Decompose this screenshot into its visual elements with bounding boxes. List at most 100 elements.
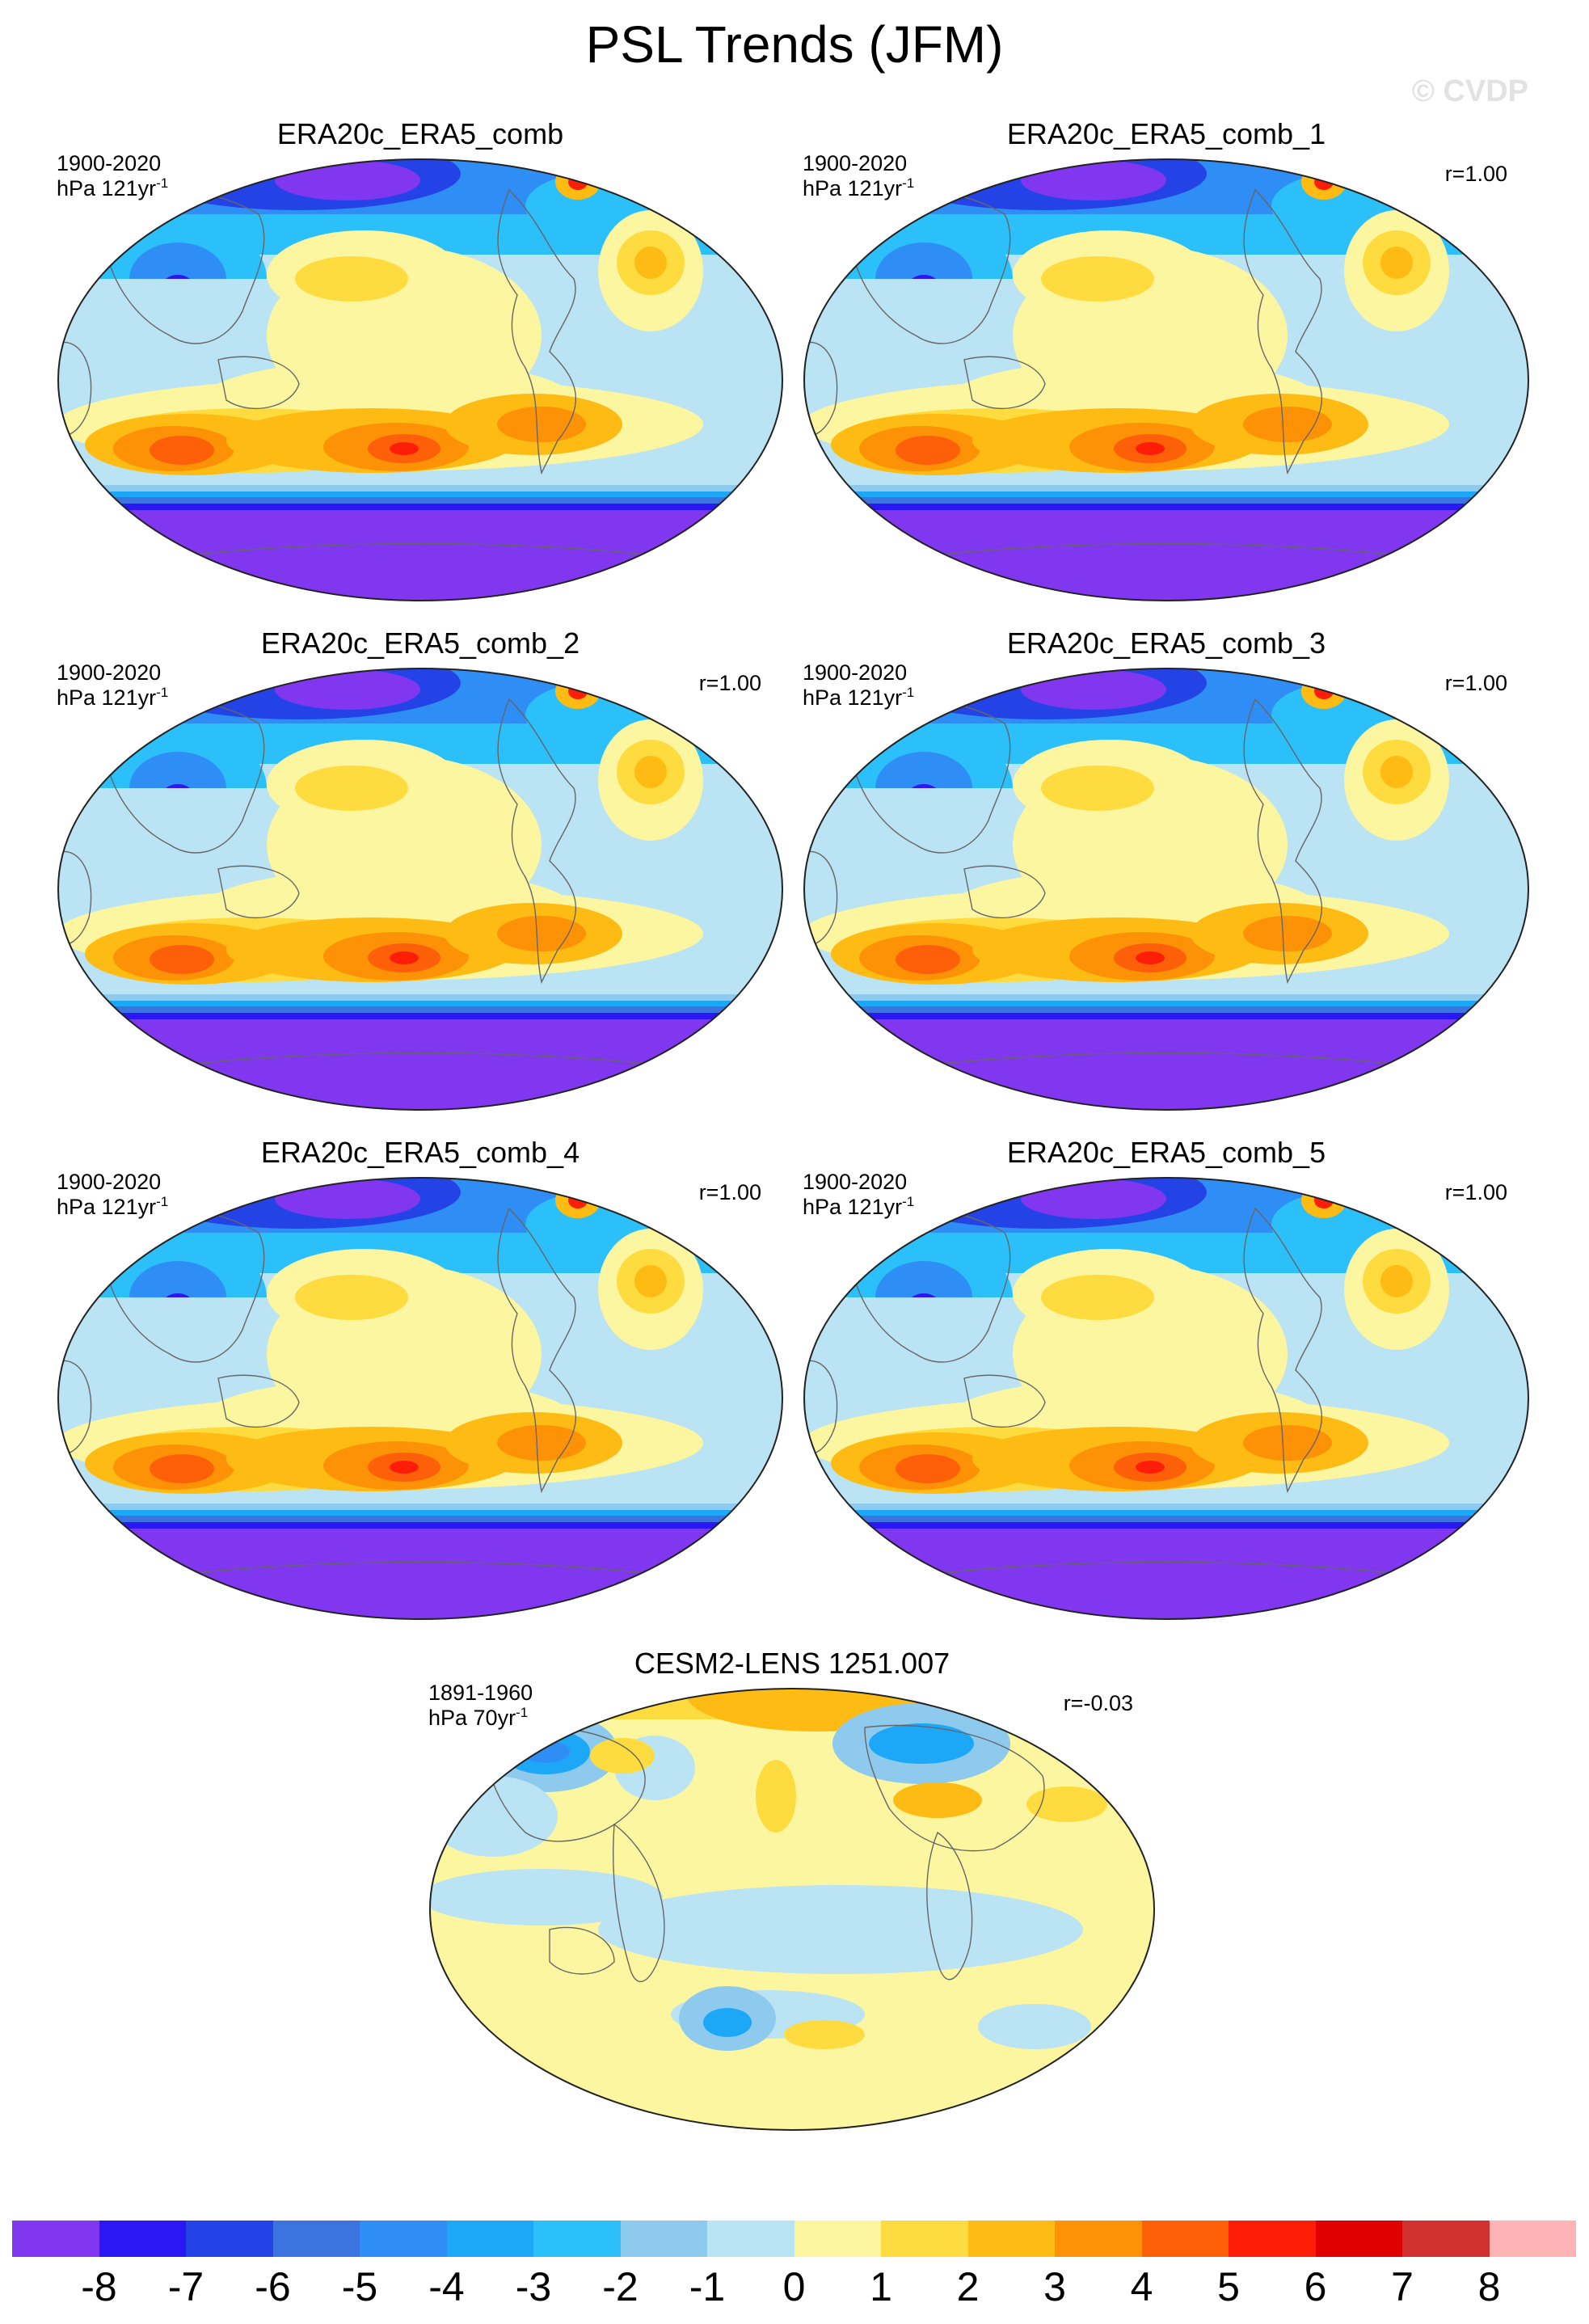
ring-3	[58, 1516, 782, 1522]
map-panel-3: ERA20c_ERA5_comb_3 1900-2020 hPa 121yr-1…	[803, 626, 1530, 1111]
pacific-high	[893, 1782, 982, 1818]
atlantic-high-core	[1380, 756, 1413, 788]
map-outline	[57, 158, 783, 601]
panel-title: ERA20c_ERA5_comb	[276, 117, 564, 150]
panel-period: 1900-2020	[803, 660, 908, 685]
south-america-coast	[613, 1823, 665, 1983]
southeast-negative	[978, 2004, 1091, 2049]
australia-coast	[217, 356, 300, 410]
ring-2	[804, 1510, 1528, 1516]
colorbar-tick-label: -6	[255, 2264, 291, 2309]
antarctic-low	[58, 1019, 782, 1110]
map-outline	[803, 158, 1529, 601]
map-figure	[803, 1177, 1529, 1620]
figure-title: PSL Trends (JFM)	[585, 15, 1004, 74]
map-outline	[429, 1688, 1155, 2131]
panel-units: hPa 121yr-1	[803, 1194, 915, 1219]
south-pacific-center	[390, 1461, 419, 1474]
atlantic-high-core	[634, 1265, 667, 1297]
ring-4	[804, 1013, 1528, 1019]
siberia-low-2	[869, 1723, 974, 1764]
colorbar-swatch	[533, 2221, 621, 2257]
panel-period: 1900-2020	[803, 1170, 908, 1194]
colorbar-tick-label: 0	[782, 2264, 806, 2309]
ring-1	[58, 994, 782, 1001]
ring-4	[58, 1013, 782, 1019]
south-pacific-positive	[784, 2020, 865, 2049]
ring-2	[58, 491, 782, 497]
panel-units: hPa 121yr-1	[57, 175, 169, 200]
north-america-core	[521, 1740, 570, 1763]
map-figure	[803, 668, 1529, 1111]
north-pacific-high	[1041, 1275, 1154, 1320]
ring-4	[58, 504, 782, 510]
atlantic-high-core	[1380, 247, 1413, 279]
north-pacific-high	[295, 1275, 408, 1320]
panel-correlation: r=1.00	[1444, 671, 1507, 695]
ring-1	[58, 1504, 782, 1510]
colorbar-swatch	[99, 2221, 186, 2257]
antarctic-coast	[137, 1052, 704, 1072]
indian-ocean-core	[896, 1454, 960, 1483]
south-pacific-center	[1136, 442, 1165, 455]
ring-3	[804, 1006, 1528, 1013]
map-figure	[429, 1688, 1155, 2131]
panel-title: ERA20c_ERA5_comb_3	[1006, 626, 1326, 660]
map-outline	[57, 668, 783, 1111]
panel-units: hPa 70yr-1	[428, 1705, 529, 1730]
americas-coast	[497, 1207, 577, 1494]
watermark: © CVDP	[1411, 74, 1528, 108]
australia-coast	[963, 865, 1046, 919]
colorbar-tick-label: -7	[167, 2264, 204, 2309]
antarctic-coast	[883, 1052, 1450, 1072]
ring-1	[804, 1504, 1528, 1510]
map-figure	[57, 158, 783, 601]
colorbar-tick-label: -8	[81, 2264, 117, 2309]
colorbar-tick-label: -5	[341, 2264, 378, 2309]
south-pacific-center	[1136, 1461, 1165, 1474]
colorbar-swatch	[1489, 2221, 1576, 2257]
ring-2	[804, 491, 1528, 497]
chile-high-core	[1243, 1425, 1332, 1461]
panel-title: CESM2-LENS 1251.007	[634, 1647, 950, 1680]
europe-positive	[590, 1738, 655, 1774]
southern-low-core	[703, 2008, 752, 2037]
map-outline	[57, 1177, 783, 1620]
north-pacific-high	[295, 256, 408, 302]
panel-period: 1900-2020	[57, 1170, 162, 1194]
antarctic-low	[804, 1019, 1528, 1110]
east-positive	[1026, 1786, 1107, 1822]
antarctic-coast	[137, 542, 704, 563]
panel-title: ERA20c_ERA5_comb_4	[260, 1136, 580, 1169]
colorbar-swatch	[360, 2221, 447, 2257]
panel-period: 1900-2020	[57, 151, 162, 175]
panel-correlation: r=1.00	[698, 671, 761, 695]
panel-units: hPa 121yr-1	[57, 1194, 169, 1219]
indian-ocean-core	[896, 945, 960, 974]
southern-negative	[598, 1885, 1083, 1974]
ring-4	[58, 1522, 782, 1529]
map-figure	[57, 668, 783, 1111]
map-outline	[803, 1177, 1529, 1620]
atlantic-high-core	[634, 756, 667, 788]
atlantic-high-core	[634, 247, 667, 279]
antarctic-low	[804, 1529, 1528, 1619]
chile-high-core	[1243, 407, 1332, 442]
colorbar-tick-label: -2	[602, 2264, 639, 2309]
colorbar-swatch	[12, 2221, 99, 2257]
panel-correlation: r=1.00	[1444, 162, 1507, 186]
panel-period: 1891-1960	[428, 1681, 533, 1705]
americas-coast	[1243, 188, 1323, 475]
colorbar-swatch	[967, 2221, 1055, 2257]
map-panel-4: ERA20c_ERA5_comb_4 1900-2020 hPa 121yr-1…	[57, 1136, 784, 1621]
panel-units: hPa 121yr-1	[803, 685, 915, 710]
north-pacific-high	[1041, 256, 1154, 302]
south-pacific-center	[1136, 951, 1165, 964]
antarctic-low	[804, 510, 1528, 601]
ring-2	[804, 1001, 1528, 1006]
australia-coast	[217, 1374, 300, 1428]
ring-4	[804, 504, 1528, 510]
ring-1	[804, 485, 1528, 491]
panel-title: ERA20c_ERA5_comb_2	[260, 626, 580, 660]
atlantic-negative	[430, 1776, 558, 1857]
